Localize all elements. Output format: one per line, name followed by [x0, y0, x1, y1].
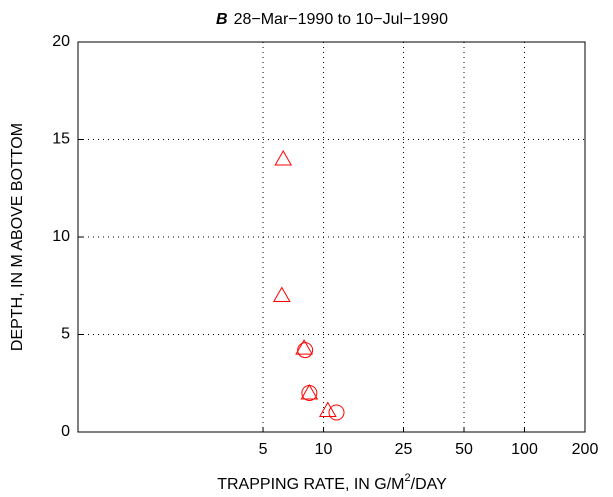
- x-label-main: TRAPPING RATE, IN G/M: [217, 476, 404, 493]
- x-label-end: /DAY: [411, 476, 447, 493]
- triangle-marker: [300, 383, 319, 400]
- triangle-marker: [274, 149, 293, 166]
- x-tick-label: 5: [259, 441, 268, 458]
- circle-marker: [301, 385, 318, 401]
- title-text: 28−Mar−1990 to 10−Jul−1990: [234, 11, 449, 28]
- y-tick-label: 0: [61, 423, 70, 440]
- chart-title: B 28−Mar−1990 to 10−Jul−1990: [216, 11, 448, 28]
- x-tick-label: 25: [395, 441, 413, 458]
- x-tick-label: 50: [455, 441, 473, 458]
- y-tick-label: 15: [52, 131, 70, 148]
- y-tick-label: 10: [52, 228, 70, 245]
- y-tick-label: 5: [61, 326, 70, 343]
- circle-marker: [297, 342, 314, 359]
- triangle-marker: [272, 286, 291, 302]
- triangle-marker: [295, 339, 313, 355]
- x-tick-label: 200: [572, 441, 599, 458]
- x-label-sup: 2: [405, 472, 411, 484]
- circle-marker: [328, 404, 345, 421]
- x-axis-label: TRAPPING RATE, IN G/M2/DAY: [217, 472, 447, 493]
- y-axis-label: DEPTH, IN M ABOVE BOTTOM: [9, 123, 26, 351]
- x-tick-label: 10: [315, 441, 333, 458]
- x-tick-label: 100: [511, 441, 538, 458]
- y-tick-label: 20: [52, 33, 70, 50]
- triangle-marker: [318, 401, 337, 418]
- plot-frame: [77, 41, 586, 433]
- title-label: B: [216, 11, 228, 28]
